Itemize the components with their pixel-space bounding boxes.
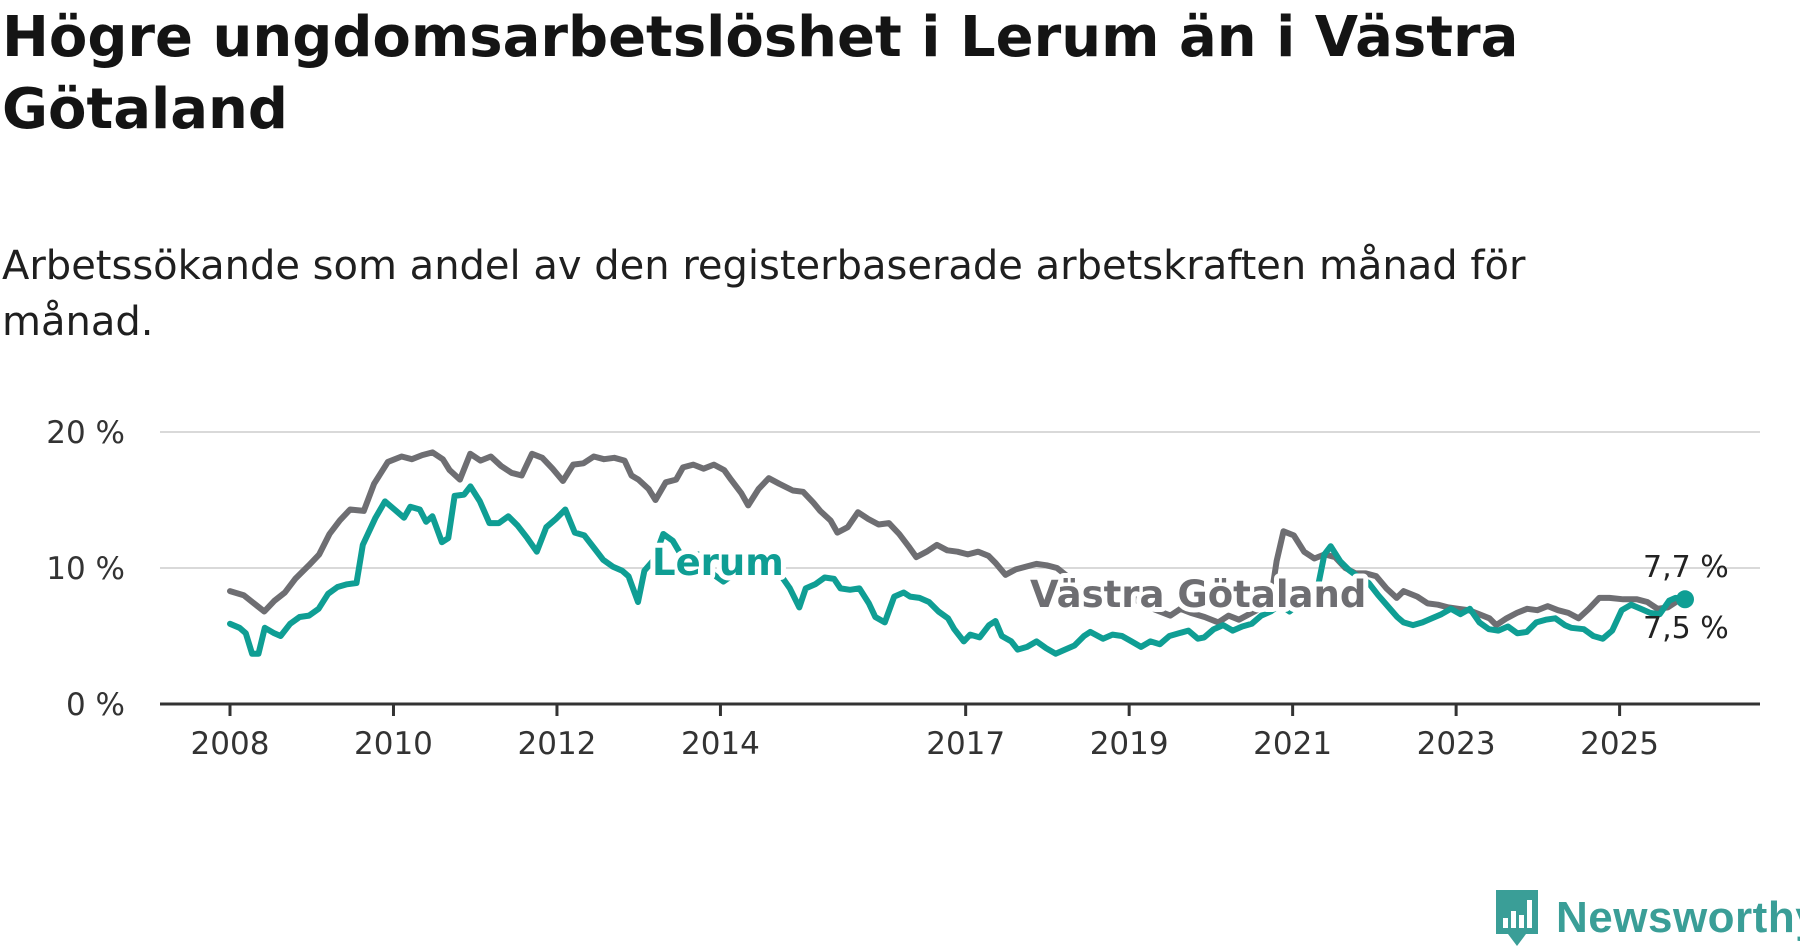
end-label-lerum: 7,7 % [1643, 550, 1729, 585]
gridlines [160, 431, 1760, 569]
series-lines [227, 449, 1694, 657]
y-tick-label: 0 % [66, 687, 125, 723]
x-tick-label: 2017 [926, 726, 1005, 762]
x-tick-label: 2012 [518, 726, 597, 762]
series-label-lerum-halo: Lerum [652, 541, 784, 584]
brand-name: Newsworthy [1556, 893, 1800, 942]
x-tick-label: 2014 [681, 726, 760, 762]
series-line-vastra-gotaland [227, 449, 1688, 629]
bar-chart-icon [1496, 890, 1538, 946]
axes: 0 % 10 % 20 % 2008 2010 2012 2014 2017 2019 2021 2… [46, 415, 1760, 762]
x-tick-label: 2008 [191, 726, 270, 762]
x-tick-label: 2021 [1253, 726, 1332, 762]
y-tick-label: 20 % [46, 415, 125, 451]
x-tick-label: 2019 [1090, 726, 1169, 762]
series-label-lerum: Lerum [652, 541, 784, 584]
newsworthy-logo: Newsworthy [1492, 888, 1800, 948]
x-tick-label: 2010 [354, 726, 433, 762]
x-tick-label: 2025 [1580, 726, 1659, 762]
line-chart: 0 % 10 % 20 % 2008 2010 2012 2014 2017 2019 2021 2… [46, 415, 1760, 762]
chart-subtitle: Arbetssökande som andel av den registerb… [2, 243, 1526, 345]
series-line-lerum [227, 483, 1688, 657]
x-tick-label: 2023 [1417, 726, 1496, 762]
end-point-lerum [1676, 590, 1694, 609]
series-label-vastra-gotaland: Västra Götaland [1030, 573, 1366, 616]
y-tick-label: 10 % [46, 551, 125, 587]
series-label-vastra-gotaland-halo: Västra Götaland [1030, 573, 1366, 616]
end-label-vastra-gotaland: 7,5 % [1643, 611, 1729, 646]
chart-title: Högre ungdomsarbetslöshet i Lerum än i V… [2, 5, 1519, 142]
